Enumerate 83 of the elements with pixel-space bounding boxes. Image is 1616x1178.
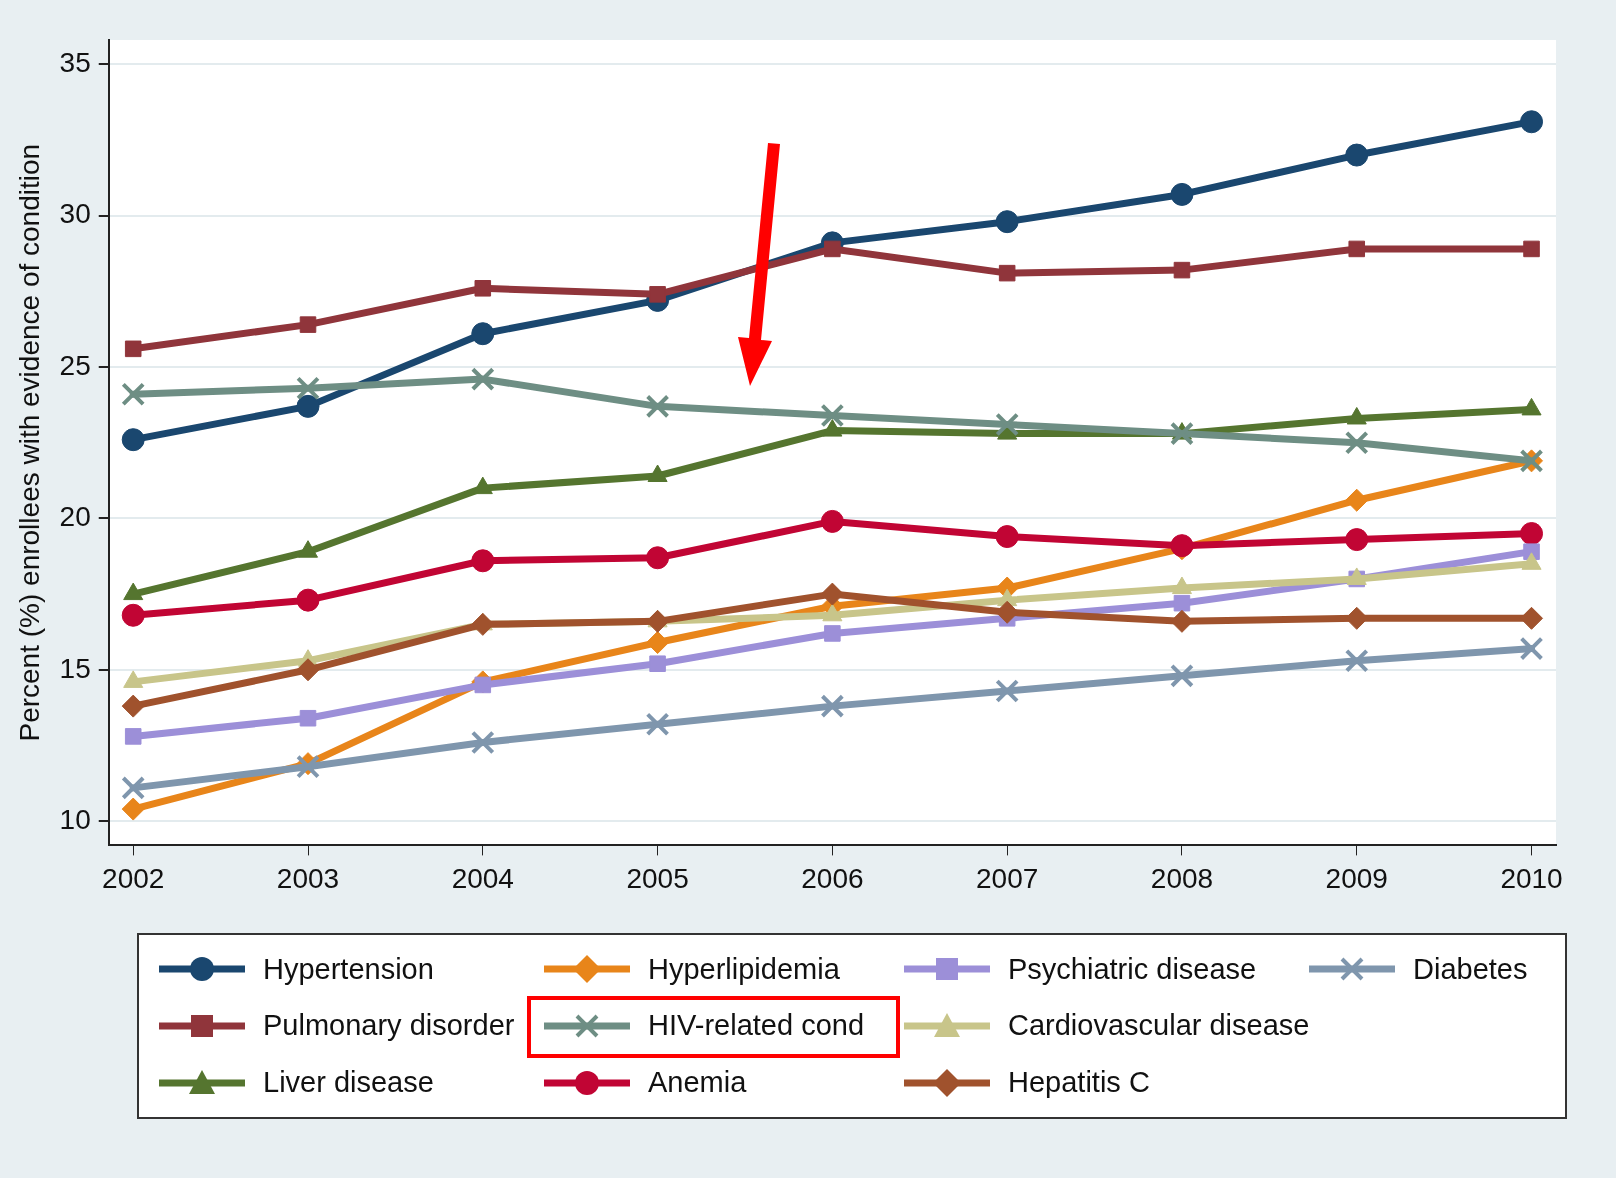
legend-label: Hepatitis C xyxy=(1008,1066,1150,1100)
legend-label: Hyperlipidemia xyxy=(648,952,840,986)
x-tick-label: 2007 xyxy=(976,862,1039,894)
point xyxy=(820,694,845,719)
point xyxy=(995,210,1019,234)
legend-label: Anemia xyxy=(648,1066,747,1100)
point xyxy=(296,376,320,401)
point xyxy=(299,709,317,727)
point xyxy=(1345,528,1369,552)
point xyxy=(1519,636,1544,661)
x-tick-label: 2005 xyxy=(626,862,689,894)
point xyxy=(1173,261,1191,279)
point xyxy=(470,730,495,755)
y-tick-label: 15 xyxy=(59,652,91,684)
y-axis-title: Percent (%) enrollees with evidence of condition xyxy=(13,143,45,742)
point xyxy=(1348,240,1366,258)
point xyxy=(1345,488,1369,512)
y-tick-label: 30 xyxy=(59,198,91,230)
x-tick-label: 2010 xyxy=(1500,862,1563,894)
legend-label: Psychiatric disease xyxy=(1008,952,1257,986)
point xyxy=(121,775,146,800)
point xyxy=(121,603,145,627)
x-tick-label: 2008 xyxy=(1150,862,1214,894)
x-tick-label: 2004 xyxy=(451,862,514,894)
point xyxy=(645,394,670,419)
point xyxy=(471,549,495,573)
x-tick-label: 2002 xyxy=(102,862,165,894)
point xyxy=(296,658,320,682)
legend-label: Hypertension xyxy=(263,952,434,986)
legend-label: Liver disease xyxy=(263,1066,434,1100)
point xyxy=(824,625,841,642)
point xyxy=(995,525,1019,549)
point xyxy=(824,240,841,258)
point xyxy=(474,676,492,694)
legend-label: HIV-related cond xyxy=(648,1009,865,1043)
point xyxy=(1170,609,1194,633)
point xyxy=(649,655,666,673)
point xyxy=(820,509,844,533)
point xyxy=(471,322,495,346)
y-tick-label: 10 xyxy=(59,803,91,835)
point xyxy=(474,280,492,297)
point xyxy=(1170,421,1194,446)
point xyxy=(124,340,142,358)
x-tick-label: 2009 xyxy=(1325,862,1388,894)
point xyxy=(121,694,145,718)
point xyxy=(820,582,844,606)
point xyxy=(296,588,320,612)
point xyxy=(121,797,145,821)
legend-label: Diabetes xyxy=(1413,952,1528,986)
point xyxy=(121,382,146,407)
legend-label: Pulmonary disorder xyxy=(263,1009,515,1043)
point xyxy=(998,264,1016,282)
point xyxy=(646,546,670,570)
x-tick-label: 2006 xyxy=(801,862,864,894)
point xyxy=(645,712,670,737)
point xyxy=(646,609,670,633)
point xyxy=(1344,430,1369,455)
point xyxy=(1520,522,1544,546)
point xyxy=(1344,648,1369,673)
point xyxy=(646,631,670,655)
point xyxy=(1170,182,1194,206)
point xyxy=(995,679,1020,703)
y-tick-label: 25 xyxy=(59,349,91,381)
point xyxy=(470,367,495,392)
point xyxy=(296,394,320,418)
point xyxy=(124,728,142,745)
point xyxy=(1170,663,1194,688)
point xyxy=(1520,110,1544,134)
point xyxy=(121,428,145,452)
point xyxy=(995,600,1019,624)
point xyxy=(820,403,845,428)
point xyxy=(649,286,666,303)
point xyxy=(471,612,495,636)
point xyxy=(1523,240,1540,258)
legend-label: Cardiovascular disease xyxy=(1008,1009,1310,1043)
x-tick-label: 2003 xyxy=(276,862,340,894)
y-tick-label: 35 xyxy=(59,46,91,78)
point xyxy=(995,412,1020,437)
point xyxy=(1520,606,1544,630)
point xyxy=(1345,143,1369,167)
point xyxy=(299,316,317,333)
y-tick-label: 20 xyxy=(59,501,91,533)
point xyxy=(1173,594,1191,612)
